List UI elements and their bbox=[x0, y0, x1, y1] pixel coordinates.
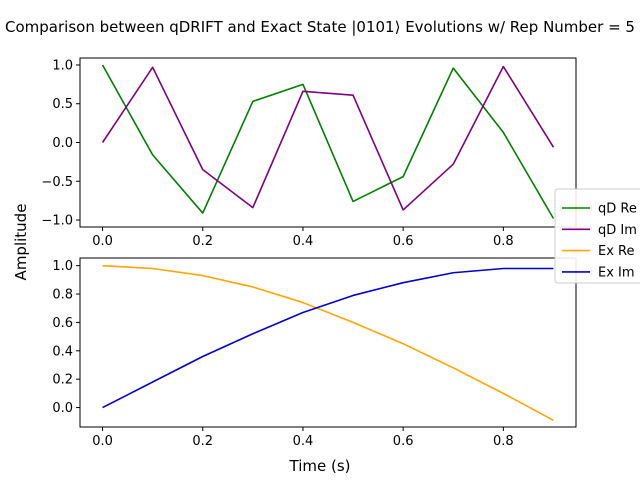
bottom-y-tick-label: 0.4 bbox=[52, 344, 73, 359]
data-point-qd-re bbox=[252, 100, 254, 102]
data-point-qd-re bbox=[202, 212, 204, 214]
series-line-qd-re bbox=[101, 64, 555, 219]
bottom-x-tick-label: 0.8 bbox=[493, 434, 514, 449]
data-point-qd-im bbox=[202, 168, 204, 170]
bottom-y-tick-label: 0.0 bbox=[52, 401, 73, 416]
series-line-qd-im bbox=[101, 65, 555, 211]
data-point-qd-re bbox=[552, 217, 554, 219]
top-x-tick-label: 0.0 bbox=[92, 234, 113, 249]
top-x-tick-label: 0.8 bbox=[493, 234, 514, 249]
series-line-ex-re bbox=[102, 264, 554, 422]
bottom-y-tick-label: 0.2 bbox=[52, 373, 73, 388]
data-point-ex-re bbox=[151, 267, 153, 269]
data-point-ex-re bbox=[402, 343, 404, 345]
data-point-ex-im bbox=[252, 333, 254, 335]
data-point-ex-re bbox=[302, 301, 304, 303]
legend-label-qd-im: qD Im bbox=[598, 223, 637, 238]
legend-box bbox=[554, 188, 640, 284]
top-y-tick-label: 1.0 bbox=[52, 58, 73, 73]
data-point-ex-re bbox=[352, 321, 354, 323]
data-point-qd-im bbox=[502, 65, 504, 67]
data-point-qd-re bbox=[352, 200, 354, 202]
top-y-tick-label: −1.0 bbox=[41, 214, 73, 229]
data-point-ex-im bbox=[552, 267, 554, 269]
bottom-x-tick-label: 0.2 bbox=[192, 434, 213, 449]
top-y-tick-label: −0.5 bbox=[41, 175, 73, 190]
data-point-ex-im bbox=[101, 406, 103, 408]
data-point-qd-re bbox=[101, 64, 103, 66]
data-point-ex-im bbox=[502, 267, 504, 269]
data-point-ex-im bbox=[202, 355, 204, 357]
data-point-qd-re bbox=[502, 131, 504, 133]
bottom-plot-frame bbox=[79, 257, 577, 428]
data-point-ex-re bbox=[101, 264, 103, 266]
bottom-x-tick-label: 0.4 bbox=[293, 434, 314, 449]
data-point-ex-im bbox=[402, 281, 404, 283]
bottom-y-tick-label: 1.0 bbox=[52, 259, 73, 274]
bottom-subplot: 0.0 0.2 0.4 0.6 0.8 1.0 0.0 0.2 0.4 0.6 0.8 bbox=[52, 257, 577, 449]
top-y-tick-label: 0.5 bbox=[52, 97, 73, 112]
data-point-ex-im bbox=[352, 294, 354, 296]
legend-label-ex-re: Ex Re bbox=[598, 244, 635, 259]
bottom-y-tick-label: 0.8 bbox=[52, 288, 73, 303]
bottom-y-tick-label: 0.6 bbox=[52, 316, 73, 331]
x-axis-label: Time (s) bbox=[289, 457, 351, 475]
legend-label-qd-re: qD Re bbox=[598, 202, 637, 217]
data-point-ex-im bbox=[302, 311, 304, 313]
data-point-qd-re bbox=[402, 175, 404, 177]
data-point-ex-im bbox=[151, 381, 153, 383]
data-point-qd-re bbox=[302, 83, 304, 85]
figure-title: Comparison between qDRIFT and Exact Stat… bbox=[5, 18, 635, 36]
data-point-ex-re bbox=[552, 419, 554, 421]
legend-label-ex-im: Ex Im bbox=[598, 265, 635, 280]
data-point-qd-re bbox=[151, 154, 153, 156]
top-subplot: −1.0 −0.5 0.0 0.5 1.0 0.0 0.2 0.4 0.6 0.8 bbox=[41, 57, 577, 249]
data-point-ex-re bbox=[452, 367, 454, 369]
data-point-qd-im bbox=[452, 163, 454, 165]
data-point-ex-im bbox=[452, 272, 454, 274]
bottom-x-tick-label: 0.6 bbox=[393, 434, 414, 449]
data-point-ex-re bbox=[202, 274, 204, 276]
bottom-x-tick-label: 0.0 bbox=[92, 434, 113, 449]
data-point-qd-im bbox=[552, 146, 554, 148]
series-line-ex-im bbox=[102, 267, 554, 409]
data-point-ex-re bbox=[502, 392, 504, 394]
top-x-tick-label: 0.6 bbox=[393, 234, 414, 249]
y-axis-label: Amplitude bbox=[12, 204, 30, 281]
data-point-qd-im bbox=[101, 141, 103, 143]
data-point-qd-re bbox=[452, 67, 454, 69]
data-point-qd-im bbox=[352, 94, 354, 96]
data-point-ex-re bbox=[252, 286, 254, 288]
top-x-tick-label: 0.4 bbox=[293, 234, 314, 249]
data-point-qd-im bbox=[252, 206, 254, 208]
top-x-tick-label: 0.2 bbox=[192, 234, 213, 249]
top-y-tick-label: 0.0 bbox=[52, 136, 73, 151]
data-point-qd-im bbox=[402, 209, 404, 211]
data-point-qd-im bbox=[302, 90, 304, 92]
data-point-qd-im bbox=[151, 66, 153, 68]
legend: qD Re qD Im Ex Re Ex Im bbox=[554, 188, 640, 284]
